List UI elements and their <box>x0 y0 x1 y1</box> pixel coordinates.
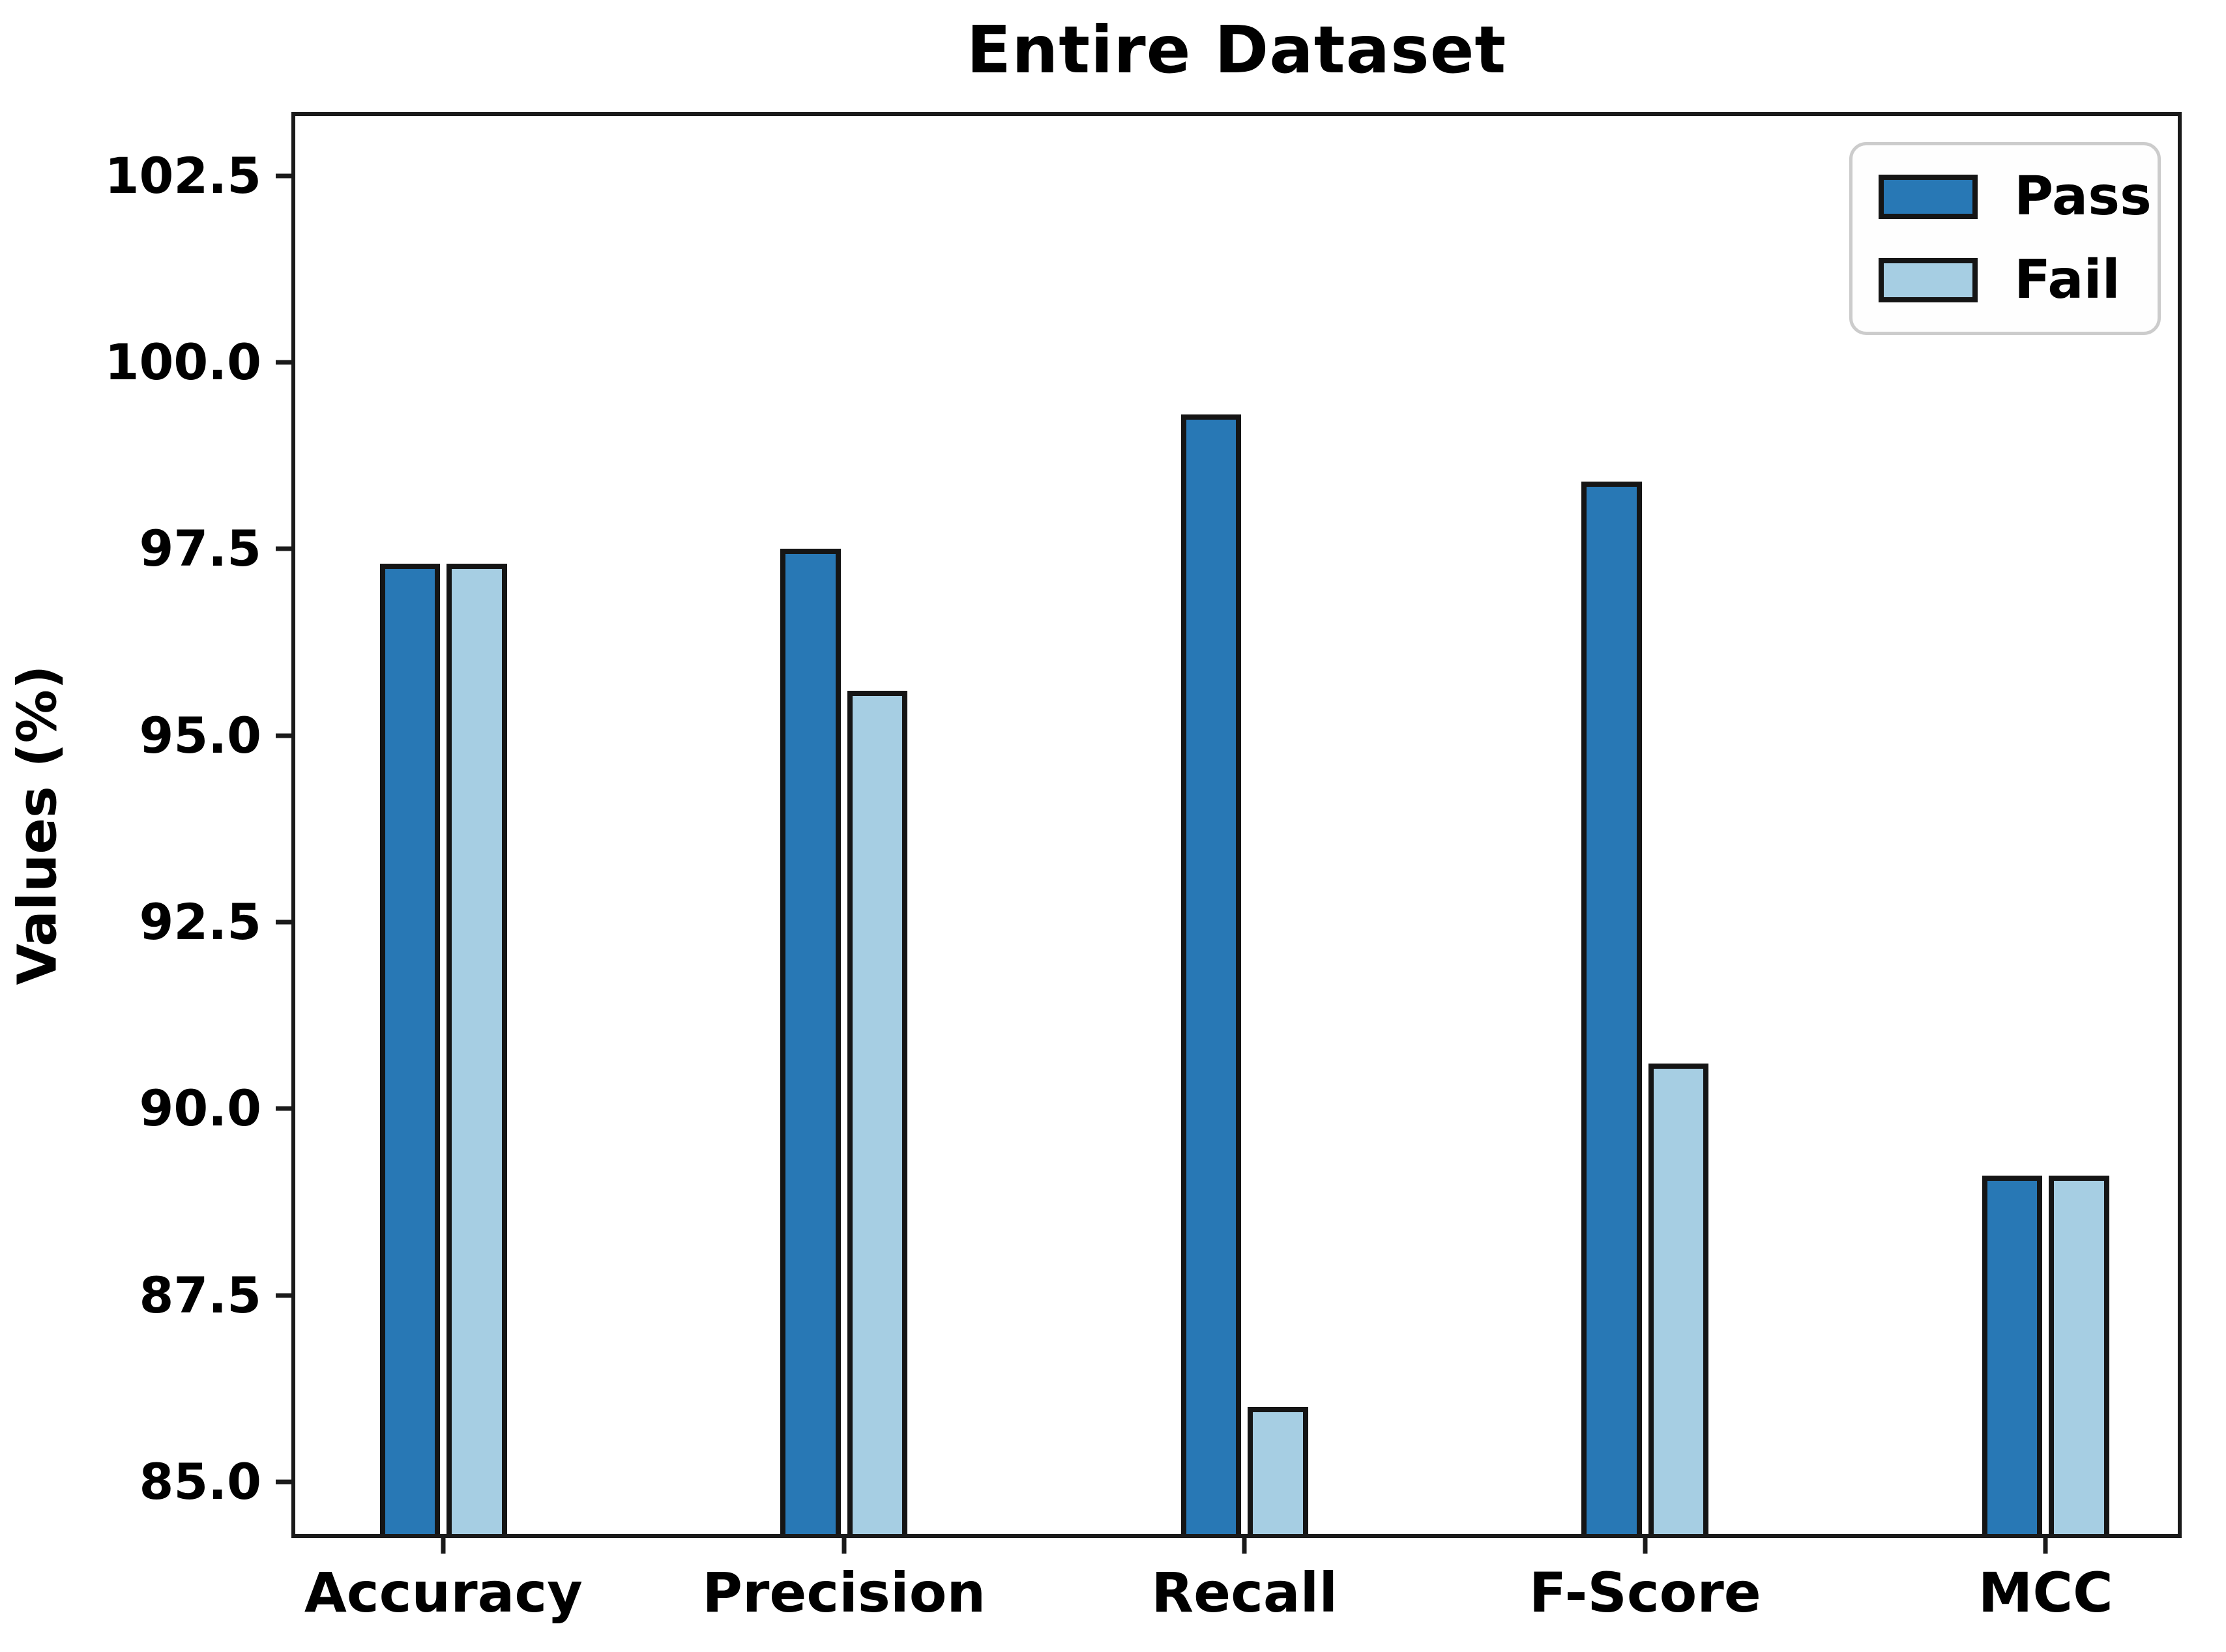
legend-item-fail: Fail <box>1879 254 2131 307</box>
legend-swatch-fail <box>1879 258 1978 302</box>
bar-fail-f-score <box>1648 1064 1709 1534</box>
x-tick-label-precision: Precision <box>702 1561 986 1625</box>
x-tick-mark <box>1242 1534 1247 1554</box>
y-tick-mark <box>276 1293 295 1298</box>
y-tick-mark <box>276 360 295 365</box>
y-tick-label: 100.0 <box>104 332 261 391</box>
x-tick-label-f-score: F-Score <box>1529 1561 1761 1625</box>
y-tick-label: 87.5 <box>139 1266 261 1324</box>
bar-pass-mcc <box>1982 1176 2043 1534</box>
x-tick-mark <box>842 1534 847 1554</box>
legend-swatch-pass <box>1879 175 1978 219</box>
legend: Pass Fail <box>1849 142 2161 335</box>
plot-area: Pass Fail 102.5 100.0 97.5 95.0 92.5 90.0 87.5… <box>105 112 2182 1620</box>
bar-fail-mcc <box>2049 1176 2109 1534</box>
bar-pass-precision <box>780 549 841 1534</box>
y-tick-mark <box>276 546 295 551</box>
legend-label-fail: Fail <box>2014 249 2120 311</box>
y-tick-label: 92.5 <box>139 892 261 951</box>
y-tick-label: 90.0 <box>139 1079 261 1138</box>
bar-pass-recall <box>1180 414 1242 1534</box>
bar-fail-accuracy <box>447 564 507 1534</box>
x-tick-mark <box>441 1534 446 1554</box>
y-axis-label: Values (%) <box>7 665 69 985</box>
y-tick-label: 85.0 <box>139 1452 261 1511</box>
x-tick-mark <box>2043 1534 2048 1554</box>
y-tick-mark <box>276 1479 295 1485</box>
y-tick-mark <box>276 733 295 738</box>
y-tick-label: 102.5 <box>104 146 261 205</box>
bar-fail-recall <box>1248 1407 1308 1534</box>
x-tick-label-recall: Recall <box>1151 1561 1338 1625</box>
x-tick-label-mcc: MCC <box>1978 1561 2113 1625</box>
bar-fail-precision <box>847 690 908 1534</box>
x-tick-mark <box>1643 1534 1648 1554</box>
chart-title: Entire Dataset <box>966 12 1507 88</box>
y-tick-label: 97.5 <box>139 519 261 578</box>
bar-pass-accuracy <box>379 564 441 1534</box>
y-tick-mark <box>276 920 295 925</box>
y-tick-label: 95.0 <box>139 706 261 764</box>
y-tick-mark <box>276 1106 295 1111</box>
legend-label-pass: Pass <box>2014 166 2152 227</box>
x-tick-label-accuracy: Accuracy <box>304 1561 583 1625</box>
bar-pass-f-score <box>1581 482 1642 1534</box>
y-tick-mark <box>276 173 295 179</box>
legend-item-pass: Pass <box>1879 170 2152 224</box>
